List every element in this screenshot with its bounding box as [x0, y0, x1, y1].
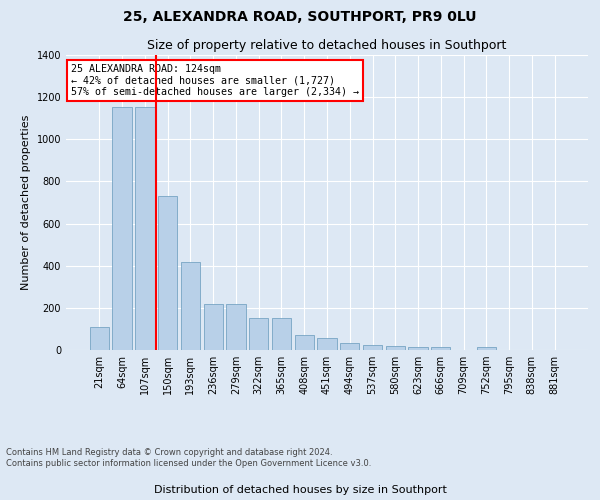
Text: 25, ALEXANDRA ROAD, SOUTHPORT, PR9 0LU: 25, ALEXANDRA ROAD, SOUTHPORT, PR9 0LU — [123, 10, 477, 24]
Y-axis label: Number of detached properties: Number of detached properties — [21, 115, 31, 290]
Text: Contains HM Land Registry data © Crown copyright and database right 2024.
Contai: Contains HM Land Registry data © Crown c… — [6, 448, 371, 468]
Bar — [386, 346, 405, 350]
Bar — [158, 196, 178, 350]
Bar — [203, 304, 223, 350]
Title: Size of property relative to detached houses in Southport: Size of property relative to detached ho… — [148, 40, 506, 52]
Bar — [272, 318, 291, 350]
Bar — [226, 304, 245, 350]
Bar — [112, 106, 132, 350]
Text: Distribution of detached houses by size in Southport: Distribution of detached houses by size … — [154, 485, 446, 495]
Bar — [340, 342, 359, 350]
Bar — [181, 262, 200, 350]
Bar — [431, 348, 451, 350]
Text: 25 ALEXANDRA ROAD: 124sqm
← 42% of detached houses are smaller (1,727)
57% of se: 25 ALEXANDRA ROAD: 124sqm ← 42% of detac… — [71, 64, 359, 97]
Bar — [90, 328, 109, 350]
Bar — [135, 106, 155, 350]
Bar — [476, 348, 496, 350]
Bar — [317, 338, 337, 350]
Bar — [409, 347, 428, 350]
Bar — [249, 318, 268, 350]
Bar — [363, 344, 382, 350]
Bar — [295, 336, 314, 350]
